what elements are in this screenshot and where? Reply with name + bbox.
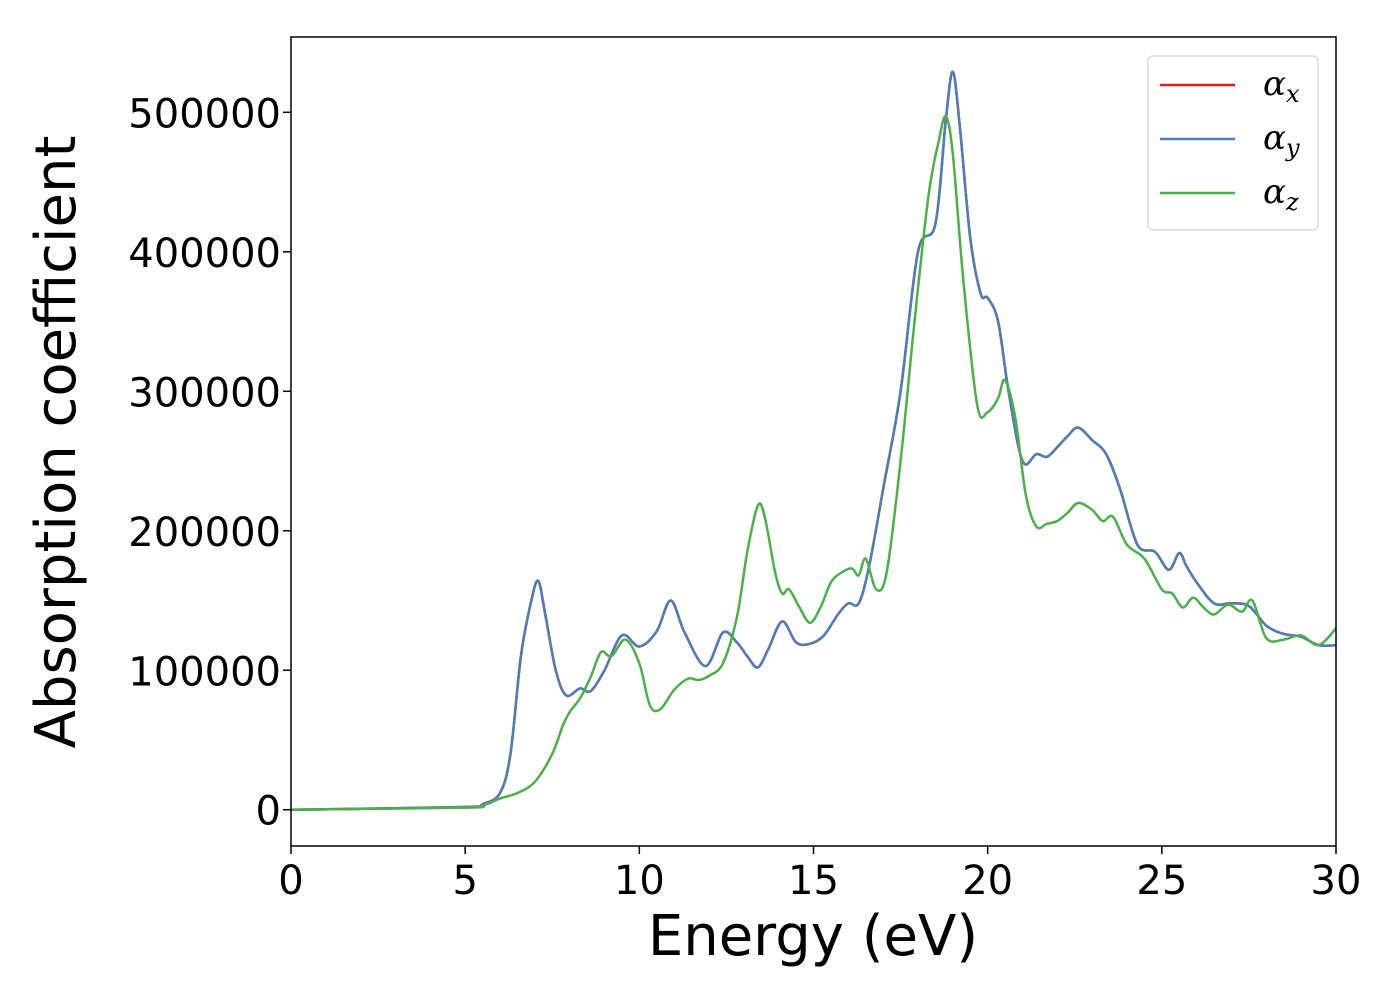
x-axis-ticks: 0 5 10 15 20 25 30 — [278, 846, 1361, 904]
legend-label-y: αy — [1263, 118, 1300, 162]
legend-box — [1147, 55, 1319, 231]
y-tick-label: 400000 — [128, 231, 281, 277]
y-tick-label: 100000 — [128, 649, 281, 695]
x-tick-label: 5 — [452, 858, 477, 904]
y-tick-label: 0 — [256, 789, 281, 835]
y-axis-title: Absorption coefficient — [24, 136, 89, 749]
legend: αx αy αz — [1147, 55, 1319, 231]
series-line-z — [291, 115, 1336, 811]
x-tick-label: 15 — [788, 858, 839, 904]
y-tick-label: 200000 — [128, 510, 281, 556]
y-tick-label: 500000 — [128, 91, 281, 137]
legend-label-z: αz — [1263, 172, 1299, 216]
x-tick-label: 10 — [614, 858, 665, 904]
y-axis-ticks: 0 100000 200000 300000 400000 500000 — [128, 91, 291, 835]
x-axis-title: Energy (eV) — [648, 904, 978, 969]
series-line-y — [291, 70, 1336, 811]
series-layer — [291, 70, 1336, 811]
x-tick-label: 25 — [1136, 858, 1187, 904]
legend-label-x: αx — [1263, 64, 1300, 108]
x-tick-label: 20 — [962, 858, 1013, 904]
x-tick-label: 30 — [1311, 858, 1362, 904]
x-tick-label: 0 — [278, 858, 303, 904]
y-tick-label: 300000 — [128, 370, 281, 416]
